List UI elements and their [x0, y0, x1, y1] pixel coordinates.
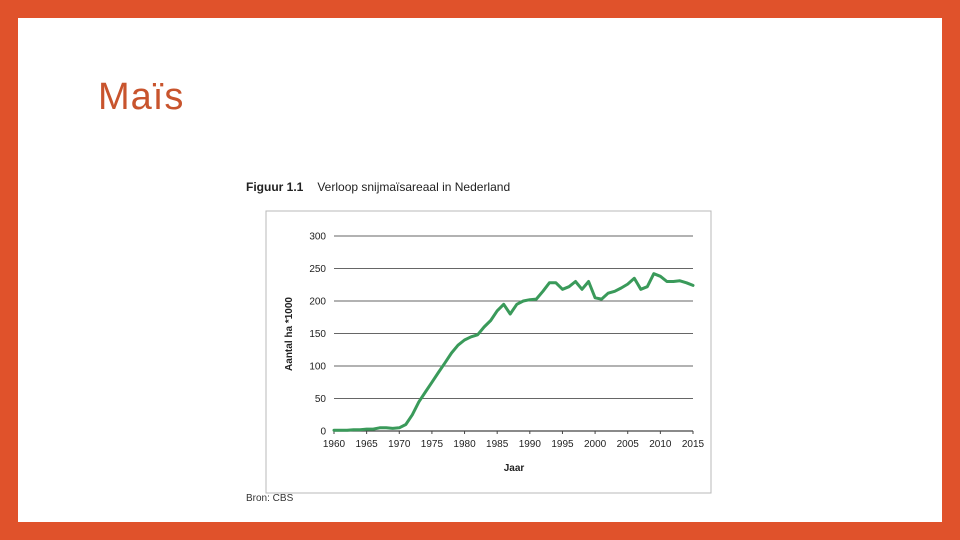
- data-point: [477, 334, 479, 336]
- chart-frame: [265, 210, 712, 494]
- data-point: [437, 371, 439, 374]
- data-point: [555, 282, 557, 284]
- x-tick-label: 1970: [388, 439, 411, 450]
- series-line: [332, 272, 695, 432]
- y-tick-label: 300: [309, 232, 326, 243]
- chart-figure: Figuur 1.1 Verloop snijmaïsareaal in Nede…: [246, 176, 726, 516]
- data-point: [339, 429, 342, 431]
- x-tick-label: 1985: [486, 439, 509, 450]
- data-point: [496, 310, 498, 312]
- data-point: [457, 344, 459, 346]
- figure-caption: Figuur 1.1 Verloop snijmaïsareaal in Nede…: [246, 180, 510, 194]
- data-point: [666, 280, 668, 283]
- gridlines: [333, 235, 694, 434]
- data-point: [333, 429, 335, 431]
- data-point: [346, 429, 348, 431]
- y-tick-label: 100: [309, 362, 326, 373]
- x-tick-label: 1965: [356, 439, 379, 450]
- data-point: [601, 298, 603, 300]
- data-point: [431, 381, 433, 383]
- figure-source: Bron: CBS: [246, 493, 294, 504]
- data-point: [392, 427, 394, 429]
- data-point: [588, 280, 590, 283]
- data-point: [379, 427, 381, 429]
- x-tick-label: 2015: [682, 439, 705, 450]
- data-point: [418, 401, 420, 403]
- data-point: [353, 429, 355, 431]
- data-point: [614, 290, 616, 292]
- data-point: [359, 429, 361, 431]
- data-point: [398, 427, 400, 429]
- data-point: [561, 288, 564, 290]
- data-point: [692, 284, 694, 286]
- data-point: [405, 423, 407, 426]
- data-point: [450, 352, 453, 354]
- data-point: [470, 336, 472, 338]
- x-tick-label: 1975: [421, 439, 444, 450]
- y-axis-title: Aantal ha *1000: [284, 297, 295, 371]
- data-point: [424, 391, 426, 393]
- data-point: [627, 283, 629, 285]
- data-point: [503, 303, 505, 305]
- data-point: [672, 280, 674, 283]
- slide: Maïs Figuur 1.1 Verloop snijmaïsareaal in…: [18, 18, 942, 522]
- x-tick-label: 1980: [453, 439, 476, 450]
- data-point: [516, 303, 518, 305]
- x-tick-label: 2010: [649, 439, 672, 450]
- data-point: [607, 292, 609, 294]
- x-tick-label: 1995: [551, 439, 574, 450]
- series-layer: [332, 272, 695, 432]
- data-point: [633, 277, 635, 279]
- x-tick-label: 1990: [519, 439, 542, 450]
- data-point: [548, 282, 550, 284]
- slide-title: Maïs: [98, 76, 185, 118]
- x-tick-label: 2000: [584, 439, 607, 450]
- data-point: [568, 286, 570, 288]
- x-axis-title: Jaar: [504, 463, 525, 474]
- data-point: [372, 428, 374, 430]
- data-point: [685, 282, 688, 284]
- data-point: [385, 427, 387, 429]
- data-point: [522, 300, 524, 302]
- y-tick-label: 200: [309, 297, 326, 308]
- y-tick-label: 0: [320, 427, 326, 438]
- data-point: [490, 319, 492, 322]
- data-point: [594, 297, 596, 299]
- data-point: [574, 280, 577, 283]
- x-tick-label: 2005: [617, 439, 640, 450]
- data-point: [581, 288, 583, 290]
- data-point: [483, 326, 485, 328]
- figure-caption-text: Verloop snijmaïsareaal in Nederland: [317, 180, 511, 194]
- figure-label: Figuur 1.1: [246, 180, 304, 194]
- data-point: [659, 275, 661, 277]
- data-point: [509, 313, 511, 315]
- data-point: [529, 299, 531, 301]
- data-point: [366, 428, 368, 430]
- x-tick-label: 1960: [323, 439, 346, 450]
- data-point: [646, 286, 648, 288]
- y-tick-label: 250: [309, 264, 326, 275]
- y-tick-labels: 0 50 100 150 200 250 300: [309, 232, 326, 438]
- data-point: [411, 414, 413, 416]
- data-point: [620, 287, 622, 289]
- data-point: [640, 288, 642, 290]
- data-point: [653, 273, 655, 275]
- data-point: [463, 339, 466, 341]
- data-point: [535, 298, 537, 300]
- y-tick-label: 150: [309, 329, 326, 340]
- x-tick-labels: 1960 1965 1970 1975 1980 1985 1990 1995 2000 2005…: [323, 439, 705, 450]
- data-point: [542, 290, 544, 292]
- data-point: [679, 280, 681, 282]
- data-point: [444, 362, 446, 364]
- y-tick-label: 50: [315, 394, 327, 405]
